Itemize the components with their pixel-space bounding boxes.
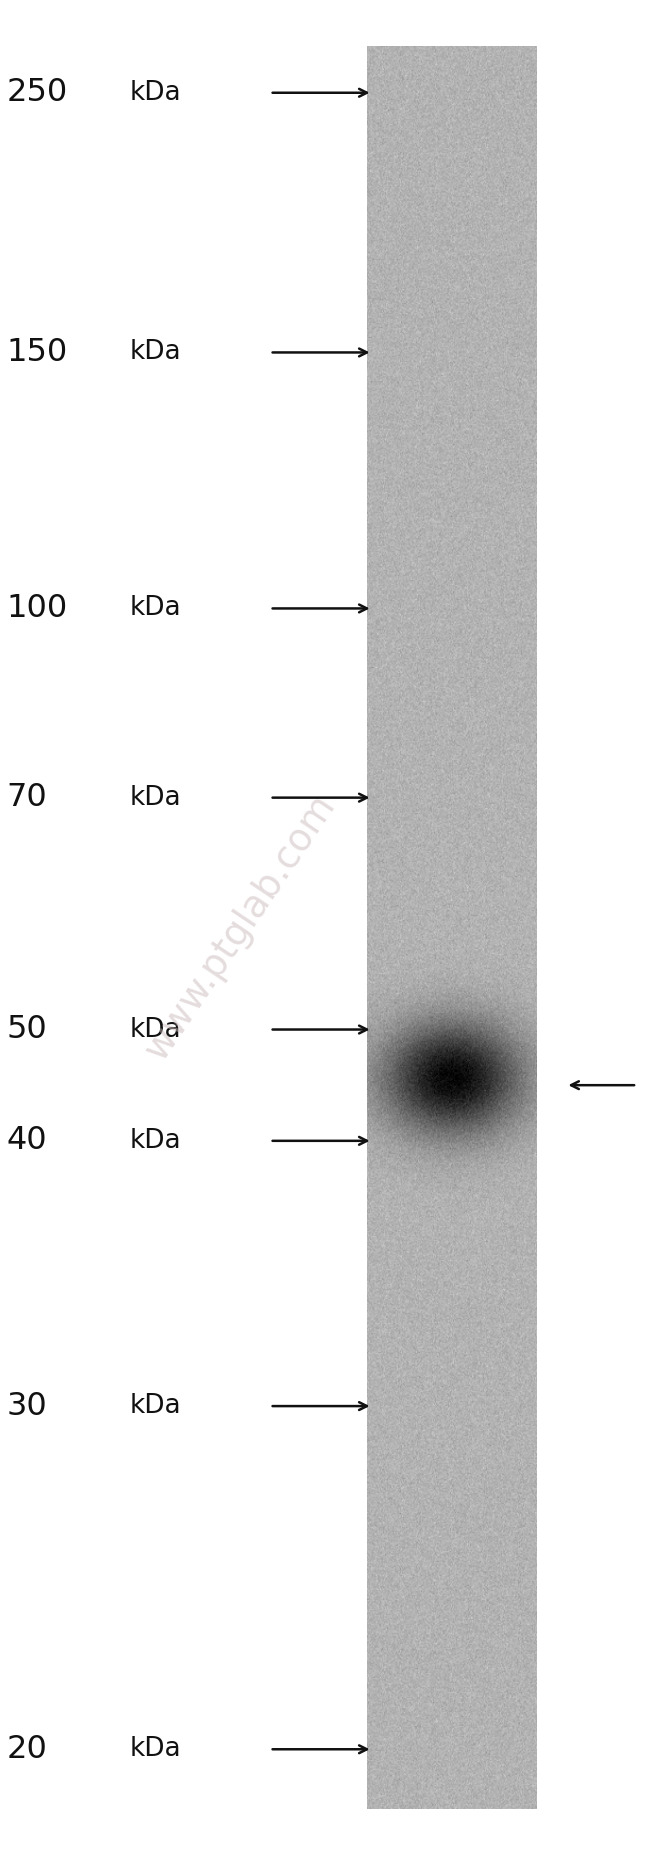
Text: kDa: kDa (130, 80, 181, 106)
Text: kDa: kDa (130, 1393, 181, 1419)
Text: 250: 250 (6, 78, 68, 108)
Text: kDa: kDa (130, 595, 181, 621)
Text: www.ptglab.com: www.ptglab.com (138, 788, 343, 1067)
Text: kDa: kDa (130, 1017, 181, 1043)
Text: 150: 150 (6, 338, 68, 367)
Text: kDa: kDa (130, 1128, 181, 1154)
Text: 30: 30 (6, 1391, 47, 1421)
Text: kDa: kDa (130, 785, 181, 811)
Text: kDa: kDa (130, 1736, 181, 1762)
Text: 20: 20 (6, 1734, 47, 1764)
Text: kDa: kDa (130, 339, 181, 365)
Text: 50: 50 (6, 1015, 47, 1044)
Text: 40: 40 (6, 1126, 47, 1156)
Text: 70: 70 (6, 783, 47, 812)
Text: 100: 100 (6, 594, 68, 623)
